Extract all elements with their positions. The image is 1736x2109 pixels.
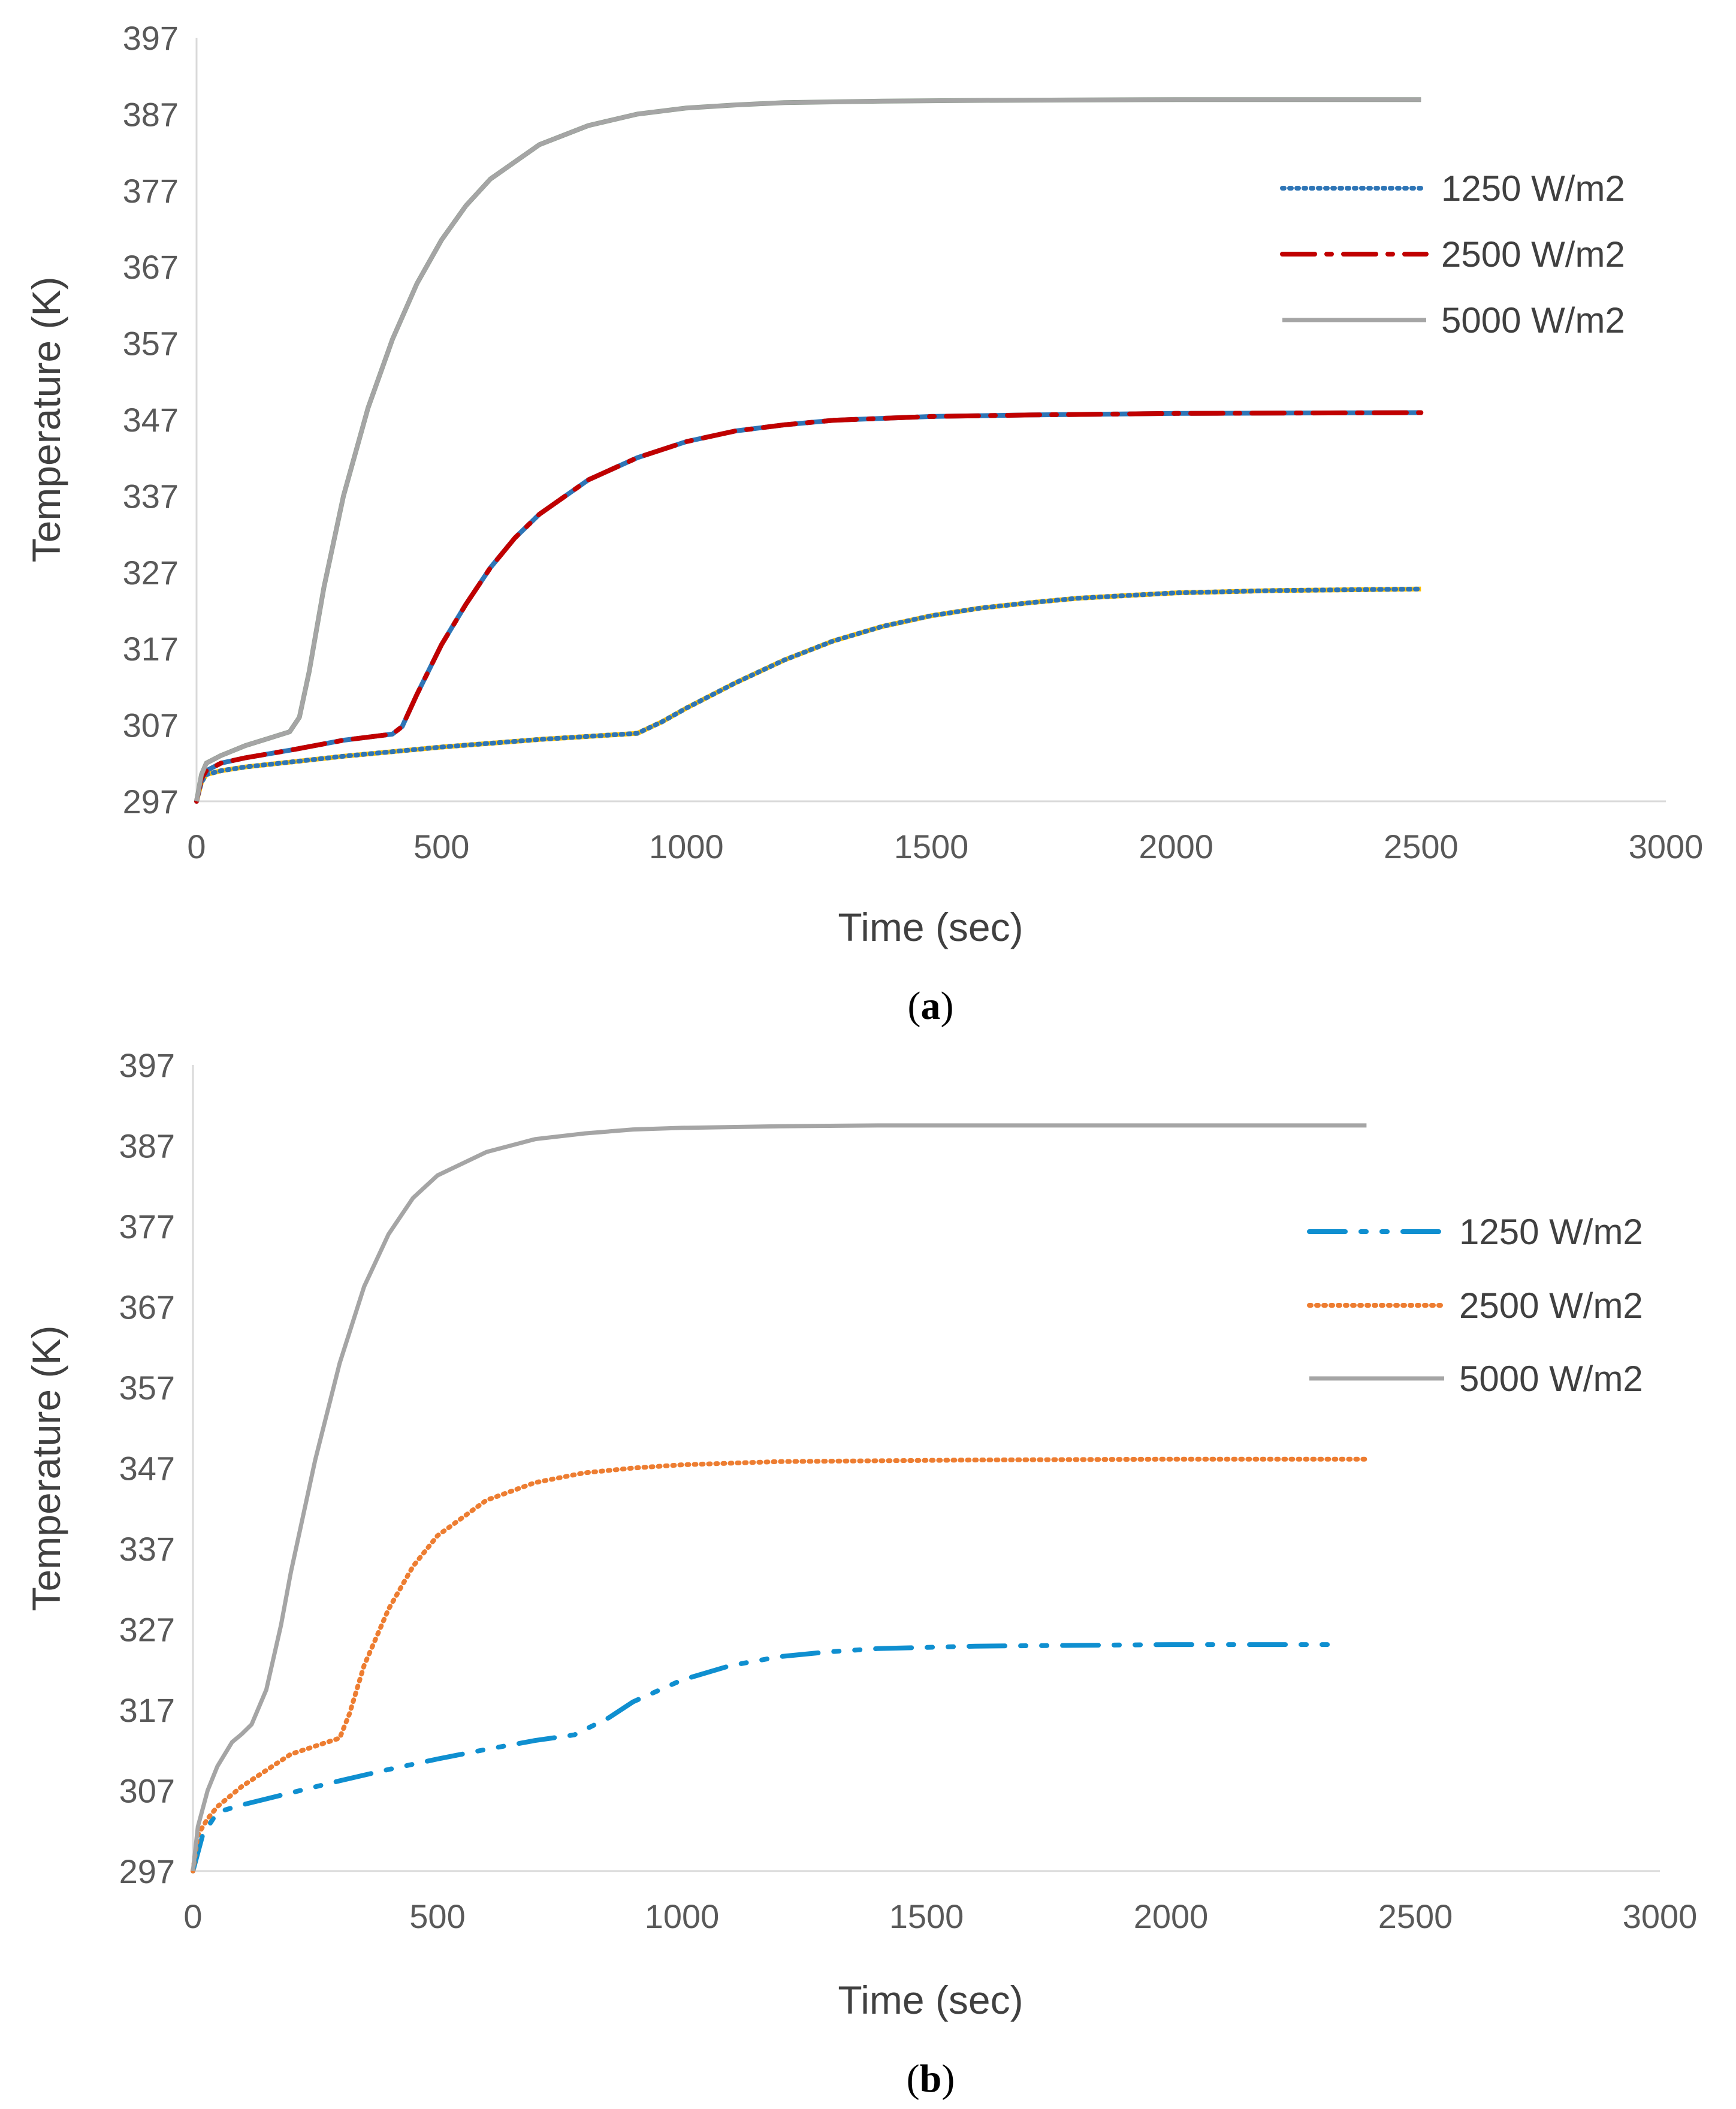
series-line-underlay xyxy=(194,97,1421,802)
x-tick-label: 0 xyxy=(187,828,206,865)
caption-label: b xyxy=(920,2057,942,2101)
series-line-2 xyxy=(191,1123,1367,1872)
y-tick-label: 327 xyxy=(123,554,179,592)
chart-a: 297 307 317 327 337 347 357 367 377 387 397 0 500 100… xyxy=(24,19,1703,1028)
caption-label: a xyxy=(921,984,941,1028)
y-axis-title: Temperature (K) xyxy=(24,1326,68,1612)
x-tick-label: 2500 xyxy=(1378,1897,1453,1935)
legend-label: 2500 W/m2 xyxy=(1441,234,1625,274)
y-tick-label: 307 xyxy=(119,1772,175,1810)
x-axis-title: Time (sec) xyxy=(838,1978,1023,2022)
x-tick-label: 3000 xyxy=(1623,1897,1698,1935)
y-tick-label: 387 xyxy=(119,1127,175,1165)
y-tick-label: 337 xyxy=(119,1530,175,1568)
legend-label: 5000 W/m2 xyxy=(1459,1359,1643,1399)
x-tick-label: 2500 xyxy=(1384,828,1459,865)
x-tick-label: 1500 xyxy=(889,1897,964,1935)
y-tick-label: 337 xyxy=(123,477,179,515)
x-axis-title: Time (sec) xyxy=(838,905,1023,949)
x-tick-label: 1500 xyxy=(894,828,969,865)
y-tick-label: 397 xyxy=(123,19,179,57)
y-tick-label: 377 xyxy=(119,1208,175,1245)
y-tick-label: 297 xyxy=(119,1852,175,1890)
y-tick-label: 367 xyxy=(123,248,179,286)
series-line-0 xyxy=(191,1642,1345,1873)
y-tick-label: 377 xyxy=(123,172,179,210)
series-line-1 xyxy=(194,410,1424,804)
caption-close: ) xyxy=(941,984,954,1028)
y-tick-label: 347 xyxy=(123,401,179,439)
y-tick-label: 327 xyxy=(119,1611,175,1649)
x-tick-label: 500 xyxy=(409,1897,465,1935)
legend-label: 5000 W/m2 xyxy=(1441,300,1625,340)
caption-close: ) xyxy=(941,2057,955,2101)
series-line-underlay xyxy=(194,410,1421,802)
x-tick-label: 2000 xyxy=(1139,828,1213,865)
x-tick-label: 500 xyxy=(413,828,469,865)
series-line-0 xyxy=(194,586,1424,804)
legend-label: 1250 W/m2 xyxy=(1459,1212,1643,1252)
chart-b: 297 307 317 327 337 347 357 367 377 387 397 0 500 100… xyxy=(24,1046,1697,2101)
x-tick-label: 0 xyxy=(183,1897,202,1935)
x-tick-label: 2000 xyxy=(1134,1897,1209,1935)
x-tick-label: 1000 xyxy=(645,1897,720,1935)
y-tick-label: 387 xyxy=(123,95,179,133)
y-tick-label: 307 xyxy=(123,707,179,744)
y-tick-label: 347 xyxy=(119,1450,175,1488)
x-tick-label: 1000 xyxy=(649,828,724,865)
legend-label: 1250 W/m2 xyxy=(1441,168,1625,209)
caption-open: ( xyxy=(908,984,921,1028)
y-tick-label: 357 xyxy=(123,325,179,363)
legend-label: 2500 W/m2 xyxy=(1459,1286,1643,1326)
y-tick-label: 357 xyxy=(119,1369,175,1407)
x-tick-label: 3000 xyxy=(1629,828,1704,865)
y-axis-title: Temperature (K) xyxy=(24,277,68,563)
figure-caption: (a) xyxy=(908,984,954,1028)
y-tick-label: 317 xyxy=(119,1691,175,1729)
caption-open: ( xyxy=(907,2057,920,2101)
y-tick-label: 297 xyxy=(123,783,179,820)
y-tick-label: 367 xyxy=(119,1289,175,1326)
series-line-underlay xyxy=(194,586,1421,802)
figure-caption: (b) xyxy=(907,2057,955,2101)
series-line-2 xyxy=(194,97,1421,802)
series-line-1 xyxy=(191,1456,1369,1873)
y-tick-label: 317 xyxy=(123,630,179,668)
y-tick-label: 397 xyxy=(119,1046,175,1084)
